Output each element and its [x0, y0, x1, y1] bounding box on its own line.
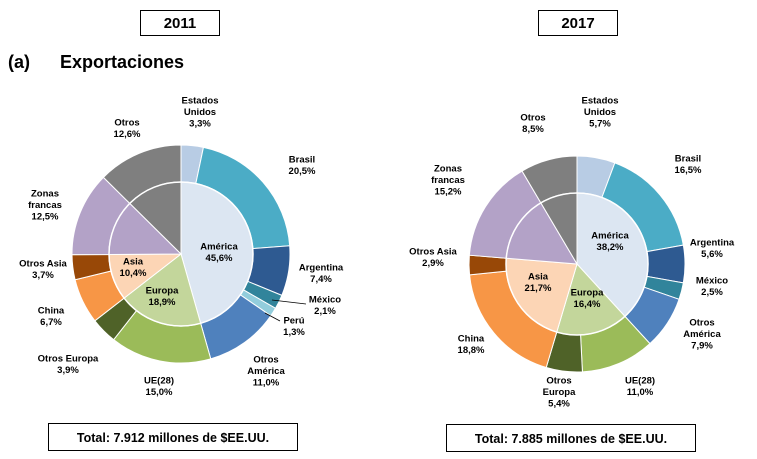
- outer-slice-label: Zonas francas 12,5%: [28, 189, 62, 223]
- total-2011-box: Total: 7.912 millones de $EE.UU.: [48, 423, 298, 451]
- inner-slice-label: Europa 16,4%: [571, 287, 604, 310]
- outer-slice-label: Otros Asia 3,7%: [19, 258, 67, 281]
- outer-slice-label: Estados Unidos 5,7%: [582, 96, 619, 130]
- outer-slice-label: Brasil 20,5%: [289, 154, 316, 177]
- outer-slice-label: Brasil 16,5%: [675, 153, 702, 176]
- inner-ring-border: [505, 192, 649, 336]
- year-2017-box: 2017: [538, 10, 618, 36]
- outer-slice-label: Otros Asia 2,9%: [409, 246, 457, 269]
- donut-chart-2017: [468, 155, 686, 373]
- outer-slice-label: Argentina 7,4%: [299, 262, 344, 285]
- outer-slice-label: México 2,5%: [696, 275, 728, 298]
- leader-line: [264, 312, 281, 322]
- leader-line: [271, 299, 307, 305]
- outer-slice-label: Perú 1,3%: [283, 315, 305, 338]
- outer-slice-label: Zonas francas 15,2%: [431, 164, 465, 198]
- outer-slice-label: UE(28) 15,0%: [144, 375, 174, 398]
- outer-slice-label: China 6,7%: [38, 305, 65, 328]
- outer-slice-label: México 2,1%: [309, 294, 341, 317]
- outer-slice-label: UE(28) 11,0%: [625, 375, 655, 398]
- outer-slice-label: Otros Europa 3,9%: [38, 353, 99, 376]
- outer-slice-label: Otros 12,6%: [114, 117, 141, 140]
- inner-slice-label: América 45,6%: [200, 241, 238, 264]
- outer-slice-label: Argentina 5,6%: [690, 237, 735, 260]
- outer-slice-label: Otros 8,5%: [520, 112, 545, 135]
- section-title: (a) Exportaciones: [8, 52, 184, 73]
- outer-slice-label: Otros América 7,9%: [683, 318, 721, 352]
- outer-slice-label: China 18,8%: [458, 333, 485, 356]
- inner-slice-label: Asia 10,4%: [120, 256, 147, 279]
- year-2011-box: 2011: [140, 10, 220, 36]
- inner-slice-label: América 38,2%: [591, 230, 629, 253]
- inner-ring-border: [108, 181, 254, 327]
- outer-slice-label: Estados Unidos 3,3%: [182, 96, 219, 130]
- inner-slice-label: Asia 21,7%: [525, 271, 552, 294]
- outer-slice-label: Otros Europa 5,4%: [543, 376, 576, 410]
- donut-chart-2011: [71, 144, 291, 364]
- total-2017-box: Total: 7.885 millones de $EE.UU.: [446, 424, 696, 452]
- section-letter: (a): [8, 52, 30, 72]
- section-name: Exportaciones: [60, 52, 185, 72]
- outer-slice-label: Otros América 11,0%: [247, 355, 285, 389]
- inner-slice-label: Europa 18,9%: [146, 285, 179, 308]
